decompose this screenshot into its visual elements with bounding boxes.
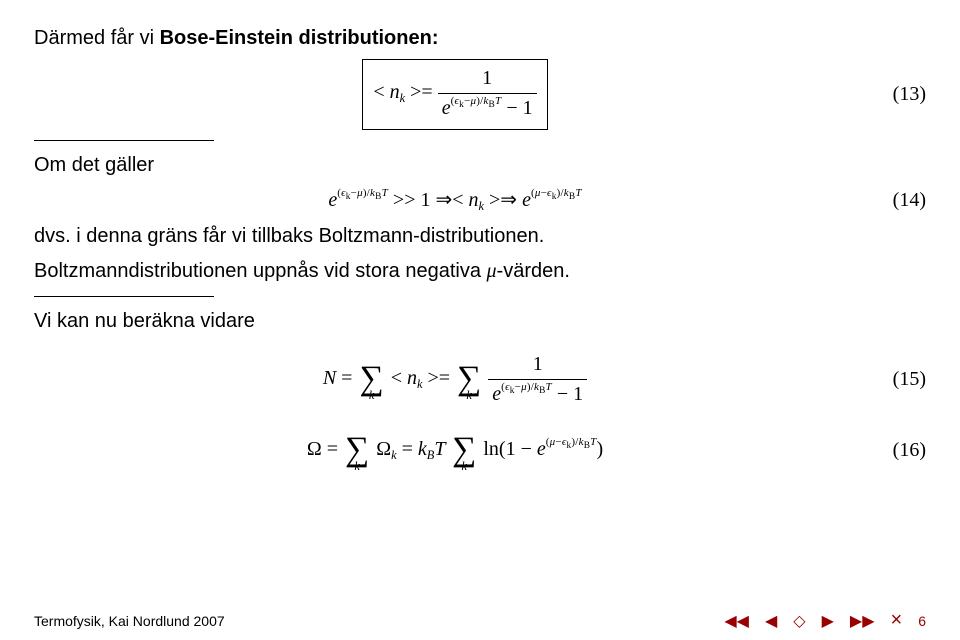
footer-nav: ◀◀ ◀ ◇ ▶ ▶▶ × 6	[724, 609, 926, 632]
separator-1	[34, 140, 214, 141]
text-line4c: -värden.	[497, 260, 570, 282]
eq13-num: 1	[438, 64, 537, 93]
footer-left: Termofysik, Kai Nordlund 2007	[34, 613, 225, 629]
equation-15: N = ∑k < nk >= ∑k 1 e(ϵk−μ)/kBT − 1	[323, 350, 587, 409]
eq15-num: 1	[488, 350, 587, 379]
text-line4: Boltzmanndistributionen uppnås vid stora…	[34, 257, 926, 286]
equation-13: < nk >= 1 e(ϵk−μ)/kBT − 1	[362, 59, 547, 130]
title-line: Därmed får vi Bose-Einstein distribution…	[34, 24, 926, 53]
footer-page: 6	[918, 613, 926, 629]
eq15-number: (15)	[876, 365, 926, 394]
intro-14: Om det gäller	[34, 151, 926, 180]
equation-16: Ω = ∑k Ωk = kBT ∑k ln(1 − e(μ−ϵk)/kBT)	[307, 435, 603, 466]
text-line5: Vi kan nu beräkna vidare	[34, 307, 926, 336]
separator-2	[34, 296, 214, 297]
nav-prev-icon[interactable]: ◀	[765, 611, 777, 631]
equation-13-row: < nk >= 1 e(ϵk−μ)/kBT − 1 (13)	[34, 59, 926, 130]
equation-14: e(ϵk−μ)/kBT >> 1 ⇒< nk >⇒ e(μ−ϵk)/kBT	[328, 186, 581, 216]
nav-next-icon[interactable]: ▶	[822, 611, 834, 631]
eq16-number: (16)	[876, 436, 926, 465]
eq13-number: (13)	[876, 80, 926, 109]
eq14-number: (14)	[876, 186, 926, 215]
footer: Termofysik, Kai Nordlund 2007 ◀◀ ◀ ◇ ▶ ▶…	[0, 609, 960, 632]
nav-close-icon[interactable]: ×	[891, 609, 903, 632]
text-line3: dvs. i denna gräns får vi tillbaks Boltz…	[34, 222, 926, 251]
title-bold: Bose-Einstein distributionen:	[160, 27, 439, 49]
equation-15-row: N = ∑k < nk >= ∑k 1 e(ϵk−μ)/kBT − 1 (15)	[34, 350, 926, 409]
equation-14-row: e(ϵk−μ)/kBT >> 1 ⇒< nk >⇒ e(μ−ϵk)/kBT (1…	[34, 186, 926, 216]
nav-first-icon[interactable]: ◀◀	[724, 611, 749, 631]
equation-16-row: Ω = ∑k Ωk = kBT ∑k ln(1 − e(μ−ϵk)/kBT) (…	[34, 435, 926, 466]
text-line4a: Boltzmanndistributionen uppnås vid stora…	[34, 260, 487, 282]
page-body: Därmed får vi Bose-Einstein distribution…	[0, 0, 960, 466]
mu-symbol: μ	[487, 260, 497, 282]
title-lead: Därmed får vi	[34, 27, 160, 49]
nav-mid-icon[interactable]: ◇	[793, 611, 805, 631]
nav-last-icon[interactable]: ▶▶	[850, 611, 875, 631]
